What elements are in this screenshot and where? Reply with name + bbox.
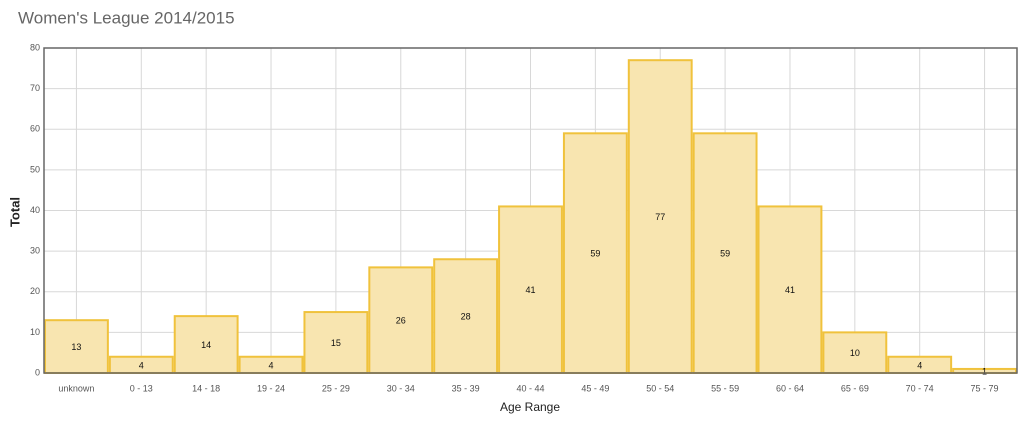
- value-label: 41: [785, 285, 795, 295]
- y-tick-label: 80: [30, 42, 40, 52]
- value-label: 14: [201, 340, 211, 350]
- x-tick-label: 60 - 64: [776, 383, 804, 393]
- x-tick-label: 30 - 34: [387, 383, 415, 393]
- value-label: 59: [590, 249, 600, 259]
- value-label: 4: [139, 360, 144, 370]
- x-tick-label: 50 - 54: [646, 383, 674, 393]
- x-axis-title: Age Range: [500, 400, 560, 414]
- y-tick-label: 10: [30, 327, 40, 337]
- value-label: 4: [917, 360, 922, 370]
- x-tick-label: 25 - 29: [322, 383, 350, 393]
- value-label: 1: [982, 366, 987, 376]
- y-tick-label: 30: [30, 246, 40, 256]
- y-tick-label: 50: [30, 164, 40, 174]
- bar: [44, 319, 109, 374]
- x-tick-label: 19 - 24: [257, 383, 285, 393]
- value-label: 41: [525, 285, 535, 295]
- value-label: 77: [655, 212, 665, 222]
- bar: [433, 258, 499, 374]
- x-tick-label: 55 - 59: [711, 383, 739, 393]
- y-axis-title: Total: [7, 197, 22, 227]
- value-label: 15: [331, 338, 341, 348]
- y-tick-label: 70: [30, 83, 40, 93]
- y-tick-label: 60: [30, 124, 40, 134]
- bar: [173, 315, 239, 374]
- plot-border: [43, 47, 1018, 374]
- value-label: 28: [461, 312, 471, 322]
- chart-title: Women's League 2014/2015: [18, 8, 235, 27]
- x-tick-label: 14 - 18: [192, 383, 220, 393]
- x-tick-label: unknown: [58, 383, 94, 393]
- bar: [627, 59, 693, 374]
- value-label: 59: [720, 249, 730, 259]
- bar: [368, 266, 434, 374]
- bar: [303, 311, 369, 374]
- value-label: 13: [71, 342, 81, 352]
- value-label: 4: [269, 360, 274, 370]
- x-tick-label: 75 - 79: [971, 383, 999, 393]
- y-tick-label: 0: [35, 367, 40, 377]
- value-label: 26: [396, 316, 406, 326]
- x-tick-label: 40 - 44: [516, 383, 544, 393]
- value-label: 10: [850, 348, 860, 358]
- bar: [498, 205, 563, 374]
- x-tick-label: 45 - 49: [581, 383, 609, 393]
- bar: [822, 331, 888, 374]
- x-tick-label: 65 - 69: [841, 383, 869, 393]
- x-tick-label: 35 - 39: [452, 383, 480, 393]
- bar: [692, 132, 758, 374]
- y-tick-label: 40: [30, 205, 40, 215]
- x-tick-label: 70 - 74: [906, 383, 934, 393]
- bar: [757, 205, 823, 374]
- x-tick-label: 0 - 13: [130, 383, 153, 393]
- y-tick-label: 20: [30, 286, 40, 296]
